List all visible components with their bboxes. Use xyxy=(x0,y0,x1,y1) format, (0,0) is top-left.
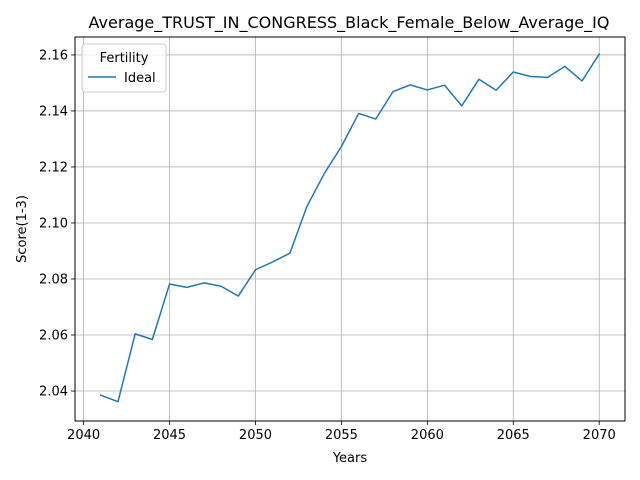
y-tick-label: 2.14 xyxy=(39,104,68,119)
y-tick-label: 2.16 xyxy=(39,48,68,63)
chart-title: Average_TRUST_IN_CONGRESS_Black_Female_B… xyxy=(89,13,610,33)
x-axis-ticks: 2040 2045 2050 2055 2060 2065 2070 xyxy=(67,421,616,443)
series-line-ideal xyxy=(99,53,601,403)
legend-title: Fertility xyxy=(100,51,149,66)
y-tick-label: 2.10 xyxy=(39,216,68,231)
legend-label: Ideal xyxy=(124,71,156,86)
y-tick-label: 2.12 xyxy=(39,160,68,175)
series-layer xyxy=(99,53,601,403)
y-tick-label: 2.08 xyxy=(39,272,68,287)
x-tick-label: 2070 xyxy=(583,428,616,443)
legend: Fertility Ideal xyxy=(81,43,167,93)
x-tick-label: 2065 xyxy=(497,428,530,443)
grid xyxy=(75,37,625,421)
x-tick-label: 2055 xyxy=(325,428,358,443)
y-tick-label: 2.06 xyxy=(39,329,68,344)
x-tick-label: 2040 xyxy=(67,428,100,443)
plot-frame xyxy=(74,36,626,422)
x-tick-label: 2045 xyxy=(153,428,186,443)
y-axis-ticks: 2.04 2.06 2.08 2.10 2.12 2.14 2.16 xyxy=(39,48,75,400)
legend-box xyxy=(81,43,167,93)
x-axis-label: Years xyxy=(332,451,368,466)
x-tick-label: 2050 xyxy=(239,428,272,443)
y-tick-label: 2.04 xyxy=(39,385,68,400)
x-tick-label: 2060 xyxy=(411,428,444,443)
y-axis-label: Score(1-3) xyxy=(15,195,30,263)
